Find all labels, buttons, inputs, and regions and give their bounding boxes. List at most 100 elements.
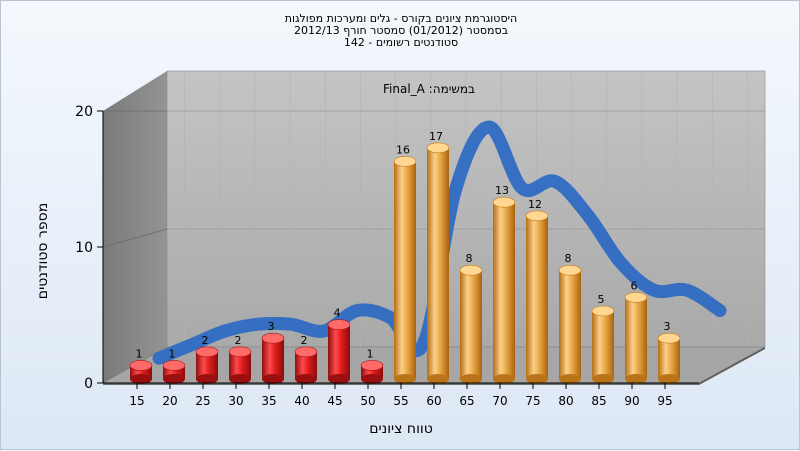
bar-value-label: 2	[301, 334, 308, 347]
bar-body	[658, 338, 680, 379]
x-tick-label: 75	[525, 394, 540, 408]
bar-70: 13	[492, 184, 516, 384]
bar-value-label: 13	[495, 184, 509, 197]
floor-side-edge	[699, 347, 765, 385]
x-tick-label: 80	[558, 394, 573, 408]
x-tick-label: 30	[228, 394, 243, 408]
bar-95: 3	[657, 320, 681, 384]
chart-title-line-2: בסמסטר (01/2012) סמסטר חורף 2012/13	[294, 24, 508, 37]
bar-base	[163, 374, 185, 384]
bar-55: 16	[393, 143, 417, 384]
bar-value-label: 5	[598, 293, 605, 306]
bar-value-label: 1	[367, 347, 374, 360]
bar-value-label: 6	[631, 279, 638, 292]
bar-40: 2	[294, 334, 318, 384]
bar-top	[624, 292, 648, 303]
gridlines	[102, 71, 765, 347]
bar-value-label: 3	[268, 320, 275, 333]
bar-top	[525, 210, 549, 222]
bar-top	[558, 264, 582, 276]
bar-body	[592, 311, 614, 379]
x-tick-label: 95	[657, 394, 672, 408]
bar-value-label: 1	[169, 347, 176, 360]
bar-base	[328, 374, 350, 384]
bar-base	[229, 374, 251, 384]
bar-top	[162, 360, 186, 371]
bar-value-label: 1	[136, 347, 143, 360]
bar-15: 1	[129, 347, 153, 384]
bar-20: 1	[162, 347, 186, 384]
bar-base	[130, 374, 152, 384]
bar-body	[394, 161, 416, 379]
bar-top	[327, 319, 351, 330]
bar-value-label: 2	[235, 334, 242, 347]
bar-base	[361, 374, 383, 384]
task-annotation: Final_A :במשימה	[383, 82, 475, 96]
bar-body	[427, 147, 449, 379]
bar-80: 8	[558, 252, 582, 384]
bar-value-label: 3	[664, 320, 671, 333]
bar-35: 3	[261, 320, 285, 384]
bar-base	[493, 374, 515, 384]
bar-value-label: 8	[466, 252, 473, 265]
x-tick-label: 65	[459, 394, 474, 408]
bar-body	[229, 351, 251, 379]
x-tick-label: 45	[327, 394, 342, 408]
y-axis-label: מספר סטודנטים	[35, 203, 51, 299]
y-axis: 0 10 20	[75, 104, 104, 392]
left-wall	[103, 71, 167, 383]
bar-value-label: 8	[565, 252, 572, 265]
bar-body	[625, 297, 647, 379]
bar-body	[493, 202, 515, 379]
bar-body	[460, 270, 482, 379]
chart-title-line-1: היסטוגרמת ציונים בקורס - גלים ומערכות מפ…	[284, 12, 518, 25]
bar-90: 6	[624, 279, 648, 384]
bar-base	[196, 374, 218, 384]
x-tick-label: 85	[591, 394, 606, 408]
bar-top	[393, 156, 417, 167]
bar-base	[295, 374, 317, 384]
bar-value-label: 4	[334, 307, 341, 320]
x-tick-label: 20	[162, 394, 177, 408]
bar-base	[526, 374, 548, 384]
x-tick-label: 50	[360, 394, 375, 408]
bar-top	[459, 264, 483, 276]
bar-value-label: 12	[528, 198, 542, 211]
bar-value-label: 2	[202, 334, 209, 347]
bar-top	[591, 305, 615, 317]
chart-title-line-3: סטודנטים רשומים - 142	[343, 36, 459, 49]
bar-top	[657, 332, 681, 344]
bar-top	[426, 142, 450, 154]
bar-top	[195, 346, 219, 358]
bar-base	[460, 374, 482, 384]
bar-45: 4	[327, 307, 351, 384]
bar-top	[228, 346, 252, 358]
bar-body	[526, 215, 548, 379]
bar-85: 5	[591, 293, 615, 384]
x-tick-label: 25	[195, 394, 210, 408]
y-tick-label: 0	[84, 376, 93, 392]
gridline-side	[102, 228, 168, 248]
bar-base	[262, 374, 284, 384]
bar-body	[295, 351, 317, 379]
x-tick-label: 60	[426, 394, 441, 408]
bar-value-label: 17	[429, 130, 443, 143]
bar-65: 8	[459, 252, 483, 384]
bar-top	[294, 346, 318, 358]
bar-base	[559, 374, 581, 384]
bar-top	[492, 196, 516, 208]
bar-body	[196, 351, 218, 379]
x-tick-label: 40	[294, 394, 309, 408]
bar-body	[328, 324, 350, 379]
x-tick-label: 15	[129, 394, 144, 408]
bar-30: 2	[228, 334, 252, 384]
bar-top	[129, 360, 153, 371]
x-tick-label: 90	[624, 394, 639, 408]
bar-base	[658, 374, 680, 384]
bar-value-label: 16	[396, 143, 410, 156]
y-tick-label: 20	[75, 104, 93, 120]
x-tick-label: 70	[492, 394, 507, 408]
